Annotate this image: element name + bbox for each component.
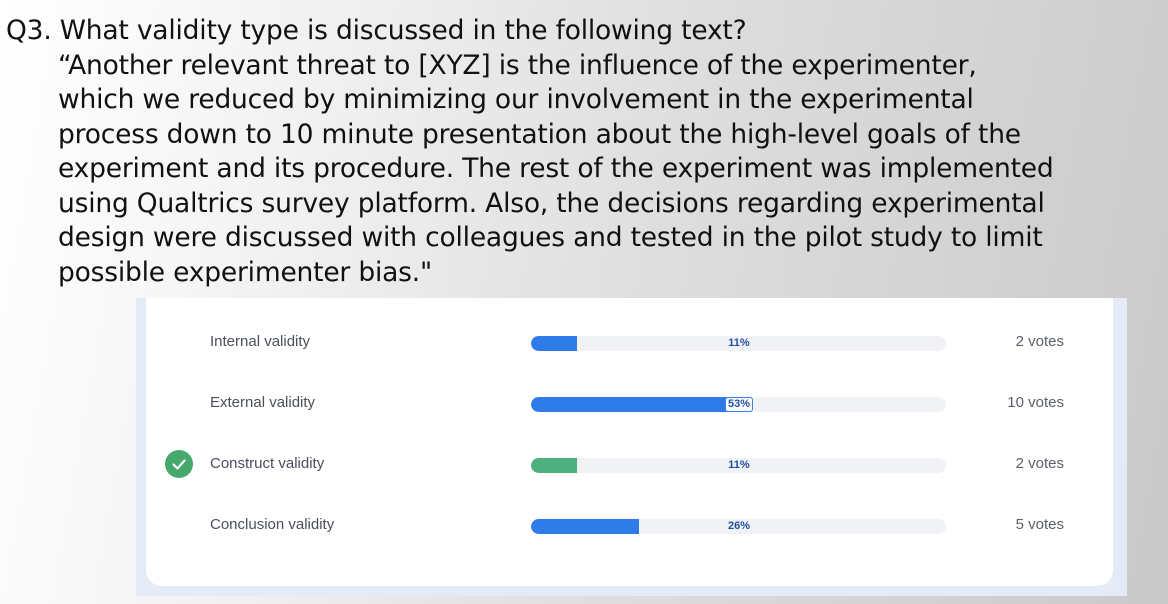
poll-results-card: Internal validity 11% 2 votes External v… bbox=[146, 298, 1113, 586]
result-bar-fill bbox=[531, 519, 639, 534]
option-label: External validity bbox=[210, 394, 316, 411]
vote-count: 10 votes bbox=[1007, 394, 1064, 411]
check-icon bbox=[165, 450, 193, 478]
quote-line: which we reduced by minimizing our invol… bbox=[58, 84, 974, 115]
poll-option-row: Conclusion validity 26% 5 votes bbox=[146, 510, 1113, 540]
quote-line: “Another relevant threat to [XYZ] is the… bbox=[58, 49, 977, 81]
question-block: Q3. What validity type is discussed in t… bbox=[6, 14, 1166, 290]
quote-line: possible experimenter bias." bbox=[58, 256, 432, 288]
option-label: Conclusion validity bbox=[210, 516, 335, 533]
result-bar-track bbox=[531, 336, 946, 351]
quote-line: design were discussed with colleagues an… bbox=[58, 222, 1043, 253]
question-title: Q3. What validity type is discussed in t… bbox=[6, 15, 747, 46]
poll-option-row: External validity 53% 10 votes bbox=[146, 388, 1113, 418]
poll-option-row: Construct validity 11% 2 votes bbox=[146, 449, 1113, 479]
option-label: Construct validity bbox=[210, 455, 325, 472]
result-bar-track bbox=[531, 458, 946, 473]
result-bar-fill bbox=[531, 397, 751, 412]
poll-option-row: Internal validity 11% 2 votes bbox=[146, 327, 1113, 357]
question-quote: “Another relevant threat to [XYZ] is the… bbox=[6, 49, 1166, 291]
percent-label: 26% bbox=[727, 520, 751, 532]
vote-count: 2 votes bbox=[1015, 455, 1064, 472]
result-bar-fill bbox=[531, 458, 577, 473]
result-bar-fill bbox=[531, 336, 577, 351]
percent-label: 11% bbox=[728, 337, 750, 349]
vote-count: 5 votes bbox=[1015, 516, 1064, 533]
quote-line: process down to 10 minute presentation a… bbox=[58, 118, 1021, 150]
option-label: Internal validity bbox=[210, 333, 311, 350]
result-bar-track bbox=[531, 519, 946, 534]
percent-label: 53% bbox=[724, 397, 754, 412]
quote-line: using Qualtrics survey platform. Also, t… bbox=[58, 187, 1045, 219]
vote-count: 2 votes bbox=[1015, 333, 1064, 350]
percent-label: 11% bbox=[728, 459, 750, 471]
quote-line: experiment and its procedure. The rest o… bbox=[58, 153, 1054, 184]
